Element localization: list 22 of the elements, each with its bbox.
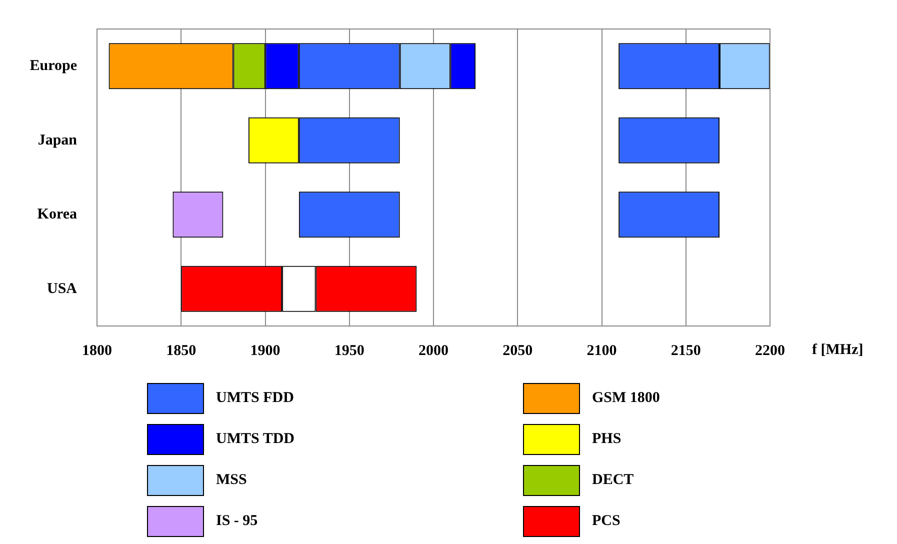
x-tick-label: 2150 bbox=[670, 342, 701, 359]
x-tick-label: 2000 bbox=[418, 342, 448, 359]
y-tick-label: Korea bbox=[37, 206, 78, 222]
y-tick-label: USA bbox=[46, 280, 78, 297]
x-tick-label: 1850 bbox=[166, 342, 196, 359]
legend-label: PHS bbox=[592, 431, 622, 448]
x-tick-label: 1800 bbox=[82, 342, 112, 359]
legend-label: MSS bbox=[216, 472, 247, 489]
y-tick-label: Europe bbox=[30, 58, 78, 74]
x-tick-label: 2100 bbox=[586, 342, 617, 359]
legend-label: IS - 95 bbox=[216, 513, 258, 530]
x-axis-title: f [MHz] bbox=[812, 342, 864, 358]
x-tick-label: 2200 bbox=[755, 342, 785, 359]
legend-label: GSM 1800 bbox=[592, 390, 660, 407]
legend-label: UMTS FDD bbox=[216, 390, 294, 407]
x-tick-label: 1950 bbox=[334, 342, 364, 359]
x-tick-label: 2050 bbox=[502, 342, 533, 359]
legend-label: PCS bbox=[592, 513, 620, 530]
legend-label: UMTS TDD bbox=[216, 431, 294, 448]
x-tick-label: 1900 bbox=[250, 342, 280, 359]
y-tick-label: Japan bbox=[38, 132, 78, 148]
legend-label: DECT bbox=[592, 472, 634, 489]
